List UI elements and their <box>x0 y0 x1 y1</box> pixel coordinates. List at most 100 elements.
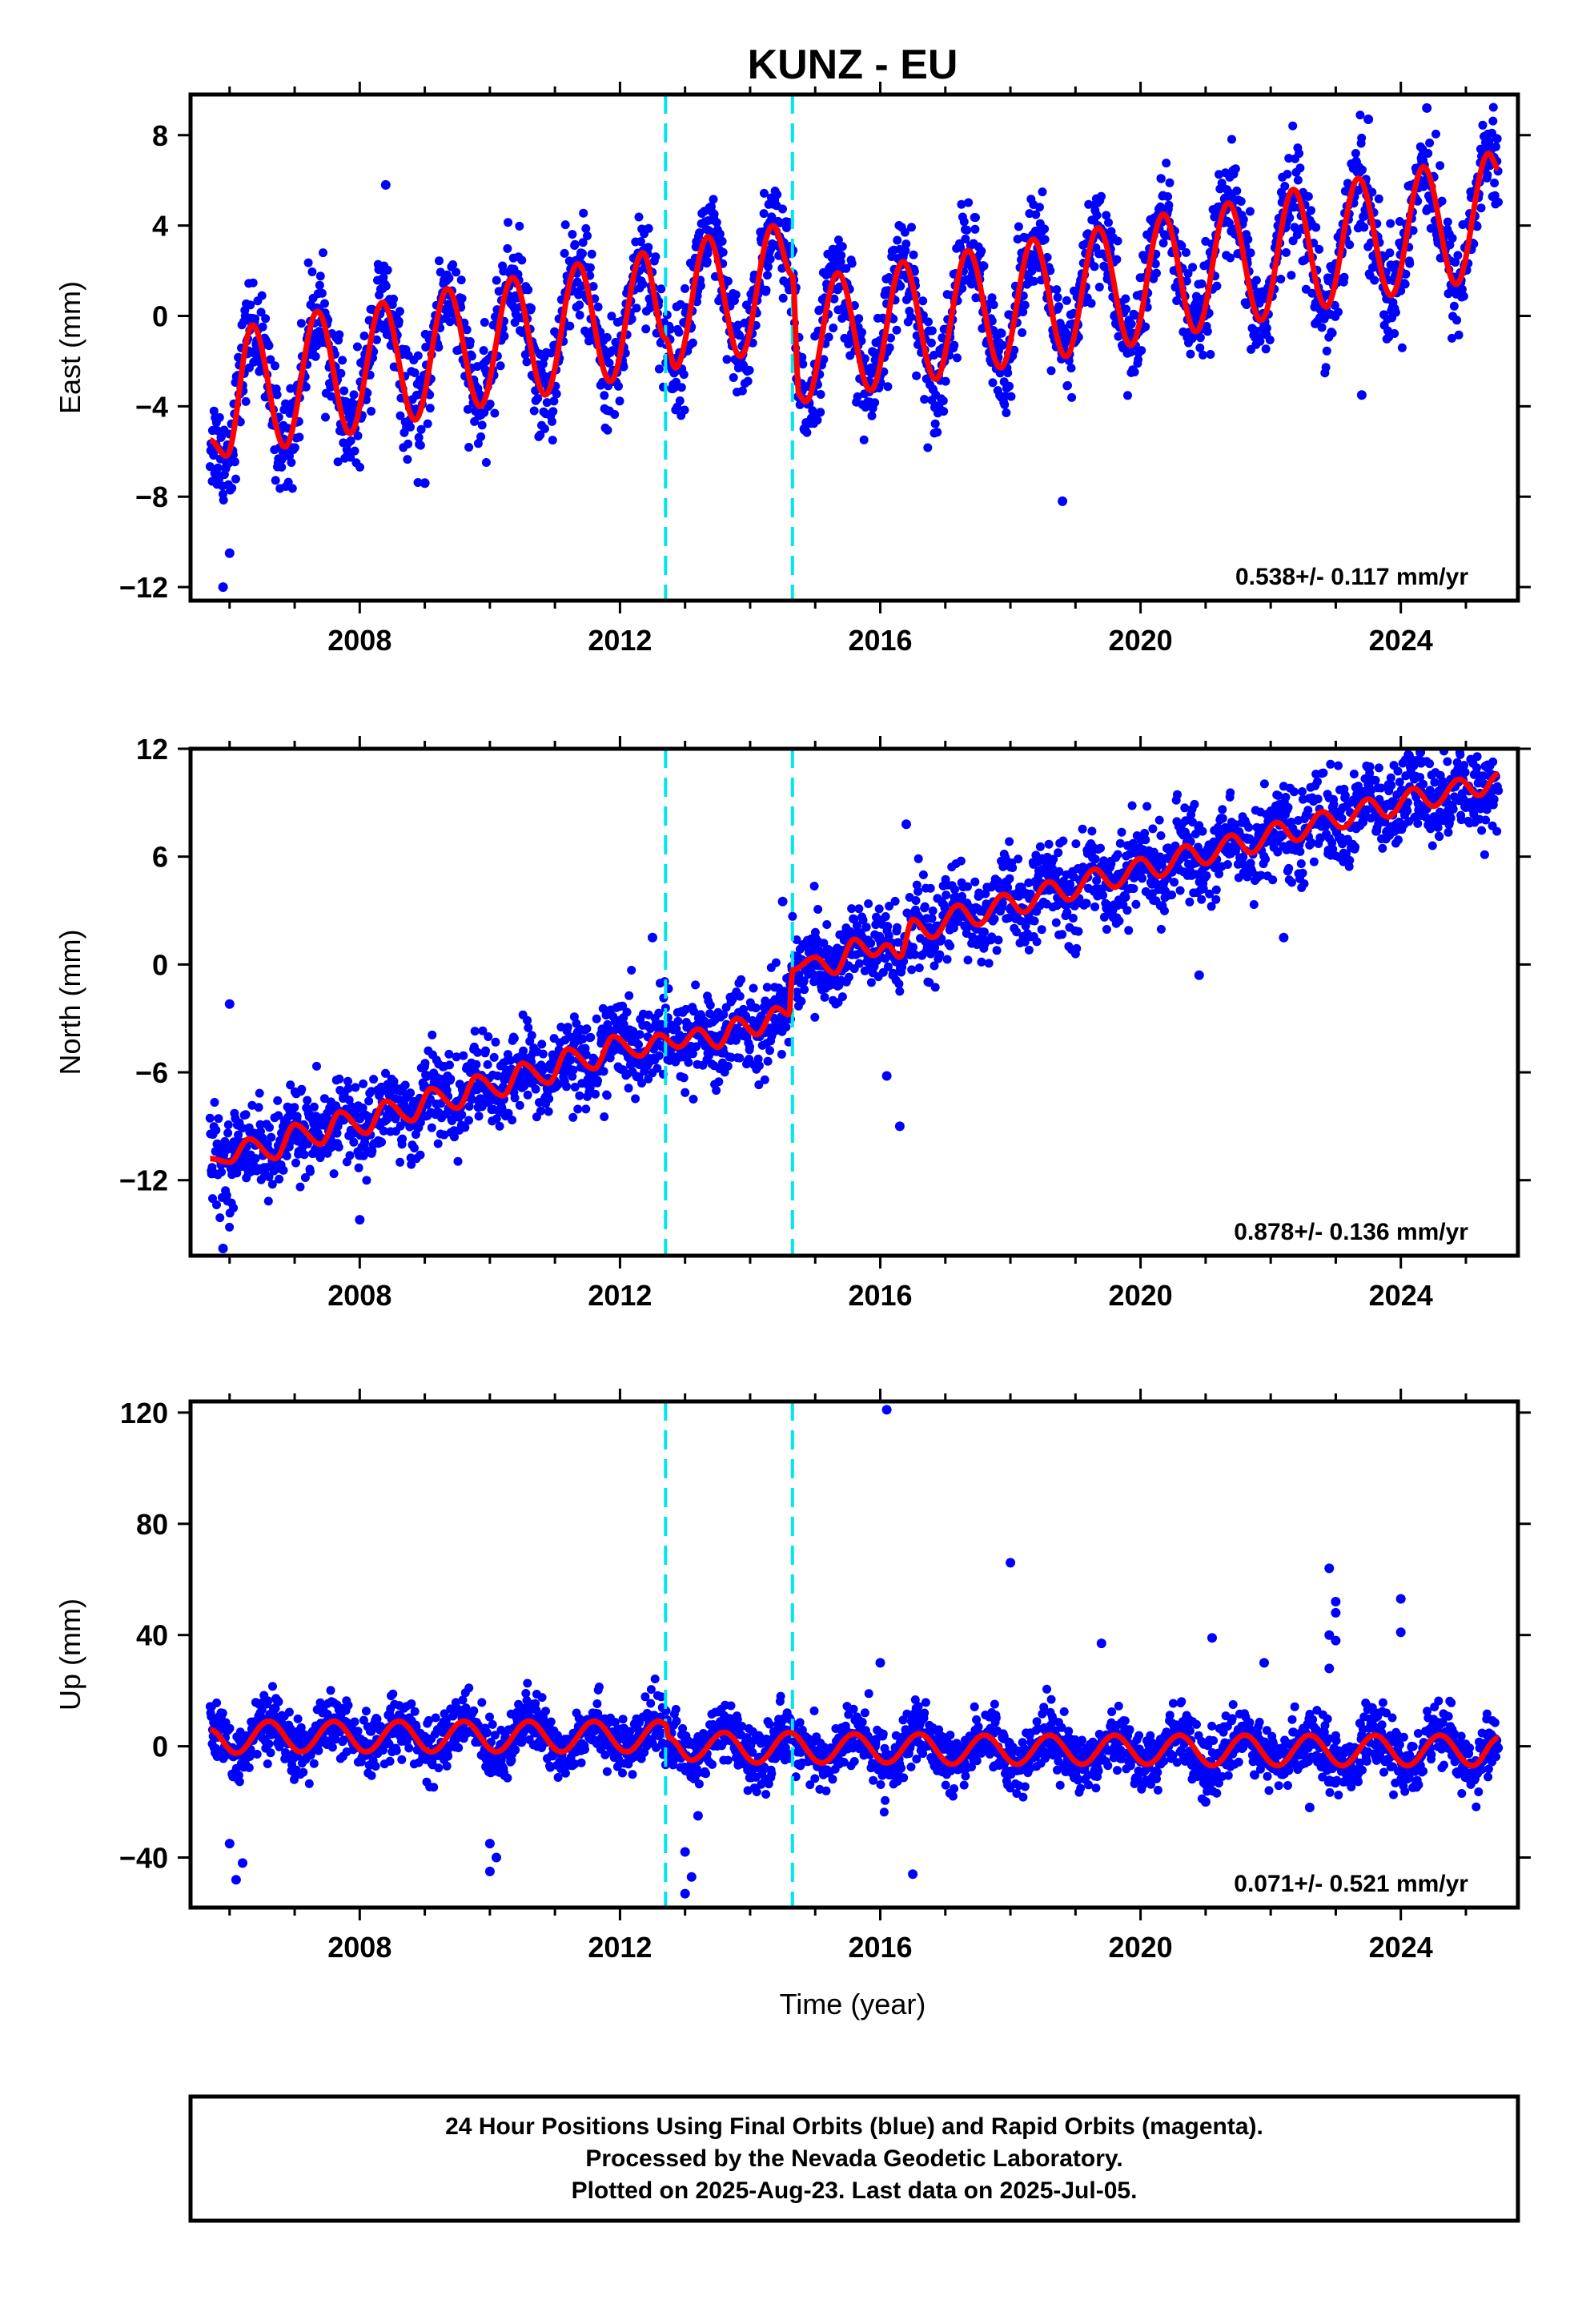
data-point <box>425 1094 435 1104</box>
data-point <box>307 267 317 276</box>
data-point <box>407 1160 416 1169</box>
data-point <box>225 1222 235 1232</box>
data-point <box>358 1104 367 1112</box>
data-point <box>1084 199 1094 209</box>
data-point <box>1307 838 1316 847</box>
data-point <box>533 394 543 403</box>
data-point <box>906 312 916 322</box>
data-point <box>290 443 299 452</box>
model-curve <box>208 150 1500 459</box>
data-point <box>343 1076 352 1086</box>
data-point <box>398 1134 408 1144</box>
data-point <box>743 376 753 386</box>
data-point <box>444 1049 454 1059</box>
data-point <box>837 242 847 251</box>
data-point <box>394 1095 404 1104</box>
data-point <box>745 1042 754 1051</box>
data-point <box>1199 350 1207 360</box>
data-point <box>1212 281 1222 291</box>
data-point <box>369 1075 379 1084</box>
data-point <box>493 1072 503 1080</box>
data-point <box>1175 886 1185 895</box>
data-point <box>570 239 580 249</box>
data-point <box>956 856 966 866</box>
data-point <box>854 904 864 914</box>
data-point <box>1185 897 1195 907</box>
data-point <box>673 1016 683 1026</box>
data-point <box>901 246 910 255</box>
data-point <box>885 902 894 911</box>
data-point <box>467 1095 476 1104</box>
data-point <box>1031 210 1041 219</box>
data-point <box>979 261 989 271</box>
y-tick-label: −4 <box>135 390 168 423</box>
data-point <box>998 340 1007 350</box>
data-point <box>998 899 1007 908</box>
data-point <box>536 1106 545 1116</box>
data-point <box>926 338 936 348</box>
data-point <box>295 1182 305 1192</box>
data-point <box>680 405 689 415</box>
data-point <box>1129 884 1138 894</box>
data-point <box>844 972 853 982</box>
data-point <box>283 477 293 487</box>
outlier-point <box>1422 103 1432 113</box>
data-point <box>208 1194 217 1204</box>
data-point <box>355 462 364 472</box>
data-point <box>508 1116 517 1125</box>
data-point <box>1358 165 1367 175</box>
data-point <box>1340 790 1350 800</box>
data-point <box>230 457 239 467</box>
data-point <box>930 419 940 428</box>
data-point <box>1034 203 1044 212</box>
data-point <box>654 1051 664 1060</box>
data-point <box>459 1051 468 1060</box>
data-point <box>1426 223 1435 233</box>
plot-frame <box>188 92 1520 603</box>
data-point <box>946 941 955 951</box>
data-point <box>1032 937 1042 947</box>
data-point <box>292 1112 302 1121</box>
data-point <box>1042 252 1052 262</box>
data-point <box>560 248 569 258</box>
data-point <box>628 1027 638 1036</box>
data-point <box>286 1080 295 1090</box>
data-point <box>544 1094 554 1104</box>
data-point <box>679 370 689 380</box>
data-point <box>395 307 404 316</box>
data-point <box>967 279 976 289</box>
data-point <box>918 296 928 306</box>
data-point <box>644 243 653 252</box>
data-point <box>1351 842 1360 852</box>
data-point <box>416 424 426 434</box>
data-point <box>1437 196 1447 206</box>
data-point <box>1068 914 1078 923</box>
data-point <box>989 300 998 310</box>
data-point <box>717 236 727 246</box>
data-point <box>381 281 391 291</box>
data-point <box>767 212 777 222</box>
data-point <box>928 906 938 915</box>
data-point <box>1218 814 1227 823</box>
data-point <box>689 1007 699 1016</box>
data-point <box>1295 846 1305 856</box>
data-point <box>452 1052 461 1062</box>
data-point <box>1203 327 1212 336</box>
data-point <box>435 256 444 266</box>
data-point <box>723 276 733 286</box>
data-point <box>652 1063 662 1073</box>
data-point <box>515 1100 524 1110</box>
data-point <box>1164 200 1174 210</box>
data-point <box>810 1012 820 1022</box>
data-point <box>703 248 713 258</box>
data-point <box>909 250 918 259</box>
data-point <box>1054 848 1063 858</box>
data-point <box>367 1147 377 1156</box>
data-point <box>1167 891 1177 899</box>
data-point <box>593 1076 602 1085</box>
data-point <box>1000 400 1010 409</box>
data-point <box>400 1080 410 1090</box>
data-point <box>1261 344 1271 354</box>
data-point <box>266 355 275 364</box>
